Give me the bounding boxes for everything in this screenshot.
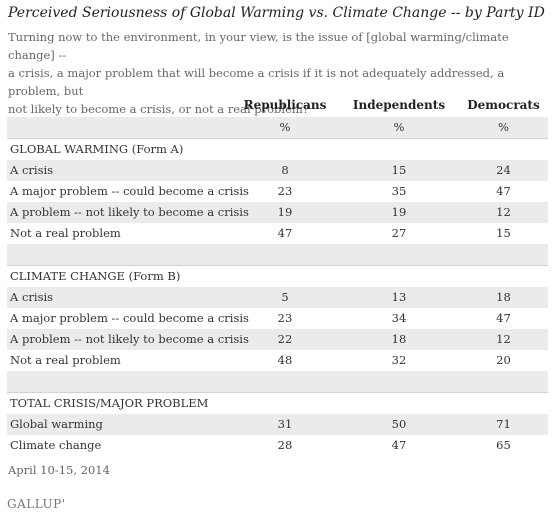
- brand-mark: ': [61, 497, 66, 511]
- section-title: CLIMATE CHANGE (Form B): [10, 269, 181, 283]
- unit-label: %: [498, 120, 509, 134]
- data-value: 27: [391, 226, 407, 240]
- chart-title: Perceived Seriousness of Global Warming …: [8, 5, 545, 21]
- data-value: 8: [281, 163, 289, 177]
- data-value: 19: [277, 205, 293, 219]
- row-label: Global warming: [10, 417, 103, 431]
- question-line: Turning now to the environment, in your …: [8, 30, 509, 62]
- survey-date: April 10-15, 2014: [8, 463, 110, 477]
- table-row: Global warming 31 50 71: [7, 414, 548, 435]
- data-value: 23: [277, 184, 293, 198]
- data-value: 5: [281, 290, 289, 304]
- table-row: A crisis 5 13 18: [7, 287, 548, 308]
- table-row: A major problem -- could become a crisis…: [7, 308, 548, 329]
- table-row: A major problem -- could become a crisis…: [7, 181, 548, 202]
- unit-label: %: [393, 120, 405, 134]
- column-header: Democrats: [467, 98, 540, 112]
- row-label: Not a real problem: [10, 226, 121, 240]
- data-value: 28: [277, 438, 293, 452]
- data-value: 47: [277, 226, 293, 240]
- data-value: 15: [496, 226, 511, 240]
- section-heading: GLOBAL WARMING (Form A): [7, 138, 548, 160]
- section-spacer: [7, 244, 548, 265]
- data-value: 18: [496, 290, 511, 304]
- row-label: Climate change: [10, 438, 102, 452]
- column-header: Independents: [352, 98, 446, 112]
- row-label: A problem -- not likely to become a cris…: [10, 332, 249, 346]
- section-spacer: [7, 371, 548, 392]
- data-value: 47: [391, 438, 407, 452]
- section-title: GLOBAL WARMING (Form A): [10, 142, 184, 156]
- data-value: 48: [277, 353, 293, 367]
- data-value: 22: [277, 332, 293, 346]
- data-value: 12: [496, 332, 511, 346]
- row-label: A crisis: [10, 163, 54, 177]
- data-value: 23: [277, 311, 293, 325]
- row-label: Not a real problem: [10, 353, 121, 367]
- question-text: Turning now to the environment, in your …: [8, 28, 548, 118]
- data-value: 24: [496, 163, 511, 177]
- question-line: not likely to become a crisis, or not a …: [8, 102, 309, 116]
- data-value: 20: [496, 353, 511, 367]
- brand-name: GALLUP: [7, 497, 62, 511]
- unit-label: %: [279, 120, 291, 134]
- table-row: A crisis 8 15 24: [7, 160, 548, 181]
- data-value: 13: [391, 290, 407, 304]
- table-row: Climate change 28 47 65: [7, 435, 548, 456]
- section-heading: CLIMATE CHANGE (Form B): [7, 265, 548, 287]
- column-header-row: Republicans Independents Democrats: [7, 95, 548, 117]
- data-value: 18: [391, 332, 407, 346]
- data-value: 15: [391, 163, 407, 177]
- column-header: Republicans: [243, 98, 327, 112]
- data-value: 35: [391, 184, 407, 198]
- section-heading: TOTAL CRISIS/MAJOR PROBLEM: [7, 392, 548, 414]
- table-row: Not a real problem 48 32 20: [7, 350, 548, 371]
- data-value: 12: [496, 205, 511, 219]
- data-value: 34: [391, 311, 407, 325]
- data-value: 32: [391, 353, 407, 367]
- row-label: A major problem -- could become a crisis: [10, 184, 249, 198]
- table-row: Not a real problem 47 27 15: [7, 223, 548, 244]
- gallup-logo: GALLUP': [7, 497, 66, 511]
- data-value: 47: [496, 184, 511, 198]
- question-line: a crisis, a major problem that will beco…: [8, 66, 505, 98]
- data-value: 50: [391, 417, 407, 431]
- results-table: Republicans Independents Democrats%%% GLOBA…: [7, 95, 548, 456]
- row-label: A problem -- not likely to become a cris…: [10, 205, 249, 219]
- data-value: 31: [277, 417, 293, 431]
- section-title: TOTAL CRISIS/MAJOR PROBLEM: [10, 396, 209, 410]
- table-row: A problem -- not likely to become a cris…: [7, 329, 548, 350]
- row-label: A major problem -- could become a crisis: [10, 311, 249, 325]
- row-label: A crisis: [10, 290, 54, 304]
- data-value: 19: [391, 205, 407, 219]
- data-value: 71: [496, 417, 511, 431]
- data-value: 47: [496, 311, 511, 325]
- unit-row: %%%: [7, 117, 548, 138]
- data-value: 65: [496, 438, 511, 452]
- table-row: A problem -- not likely to become a cris…: [7, 202, 548, 223]
